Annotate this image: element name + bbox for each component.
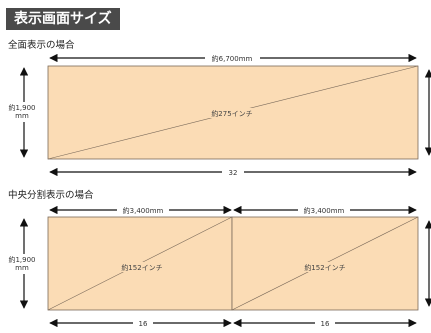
left-width-label-bg [117,205,169,215]
section-label-full: 全面表示の場合 [8,40,75,51]
diagonal-label-bg [207,108,257,118]
split-height-label-bg [4,254,44,274]
left-diagonal-label: 約152インチ [121,263,162,272]
right-diagonal-label-bg [300,262,350,272]
right-bottom-label-bg [315,318,335,328]
right-bottom-label: 16 [321,320,330,328]
right-diagonal-label: 約152インチ [304,263,345,272]
bottom-label-bg [222,167,244,177]
width-label: 約6,700mm [212,54,253,63]
height-label-line1: 約1,900 [8,103,35,112]
left-width-label: 約3,400mm [123,206,164,215]
height-label-line2: mm [15,112,29,120]
left-bottom-label: 16 [139,320,148,328]
diagonal-label: 約275インチ [211,109,252,118]
width-label-bg [205,53,260,63]
right-width-label-bg [298,205,350,215]
section-label-split: 中央分割表示の場合 [8,190,94,201]
bottom-label: 32 [229,169,238,177]
left-bottom-label-bg [133,318,153,328]
right-width-label: 約3,400mm [304,206,345,215]
split-height-label-line1: 約1,900 [8,255,35,264]
height-label-bg [4,102,44,122]
left-diagonal-label-bg [117,262,167,272]
split-height-label-line2: mm [15,264,29,272]
page-title: 表示画面サイズ [6,8,120,30]
